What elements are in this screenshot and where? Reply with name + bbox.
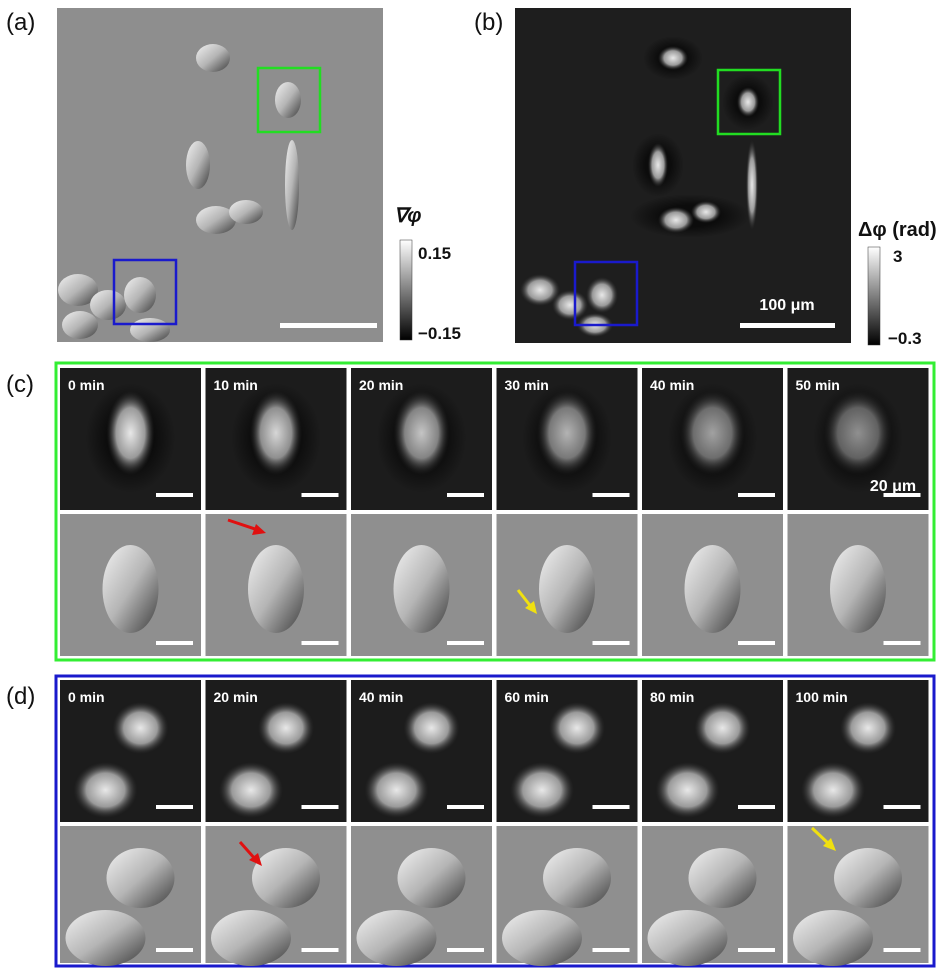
panel-label: (d): [6, 683, 35, 710]
scale-bar: [738, 805, 775, 809]
panel-label: (c): [6, 371, 34, 398]
cell: [258, 702, 314, 754]
cell: [689, 848, 757, 908]
colorbar-title: Δφ (rad): [858, 219, 937, 241]
time-label: 80 min: [650, 689, 694, 705]
scale-bar: [738, 948, 775, 952]
cell: [648, 910, 728, 966]
cell: [107, 848, 175, 908]
cell: [549, 702, 605, 754]
scale-bar: [156, 948, 193, 952]
scale-bar: [593, 948, 630, 952]
image-b: [515, 8, 851, 343]
cell: [685, 545, 741, 633]
cell: [252, 848, 320, 908]
cell: [357, 910, 437, 966]
cell: [502, 910, 582, 966]
scale-bar-label: 100 μm: [759, 297, 814, 314]
scale-bar: [156, 493, 193, 497]
scale-bar: [593, 493, 630, 497]
figure: (a) ∇φ 0.15 −0.15 (b) 100 μm Δφ (rad) 3: [0, 0, 947, 971]
cell: [539, 545, 595, 633]
scale-bar: [738, 641, 775, 645]
time-label: 20 min: [359, 377, 403, 393]
scale-bar: [884, 641, 921, 645]
time-label: 100 min: [796, 689, 848, 705]
scale-bar: [447, 948, 484, 952]
cell: [66, 910, 146, 966]
cell: [834, 848, 902, 908]
cell: [113, 702, 169, 754]
colorbar: [868, 247, 880, 345]
cell: [695, 702, 751, 754]
colorbar-min: −0.15: [418, 324, 461, 343]
colorbar-min: −0.3: [888, 329, 922, 348]
colorbar-max: 3: [893, 247, 902, 266]
cell: [394, 391, 450, 475]
panel-label: (b): [474, 9, 503, 36]
scale-bar: [884, 805, 921, 809]
colorbar-title: ∇φ: [394, 205, 421, 227]
cell: [211, 910, 291, 966]
cell: [840, 702, 896, 754]
cell: [394, 545, 450, 633]
scale-bar: [156, 641, 193, 645]
time-label: 0 min: [68, 689, 105, 705]
time-label: 0 min: [68, 377, 105, 393]
cell: [656, 762, 720, 818]
scale-bar: [447, 805, 484, 809]
cell: [537, 391, 597, 475]
cell: [801, 762, 865, 818]
time-label: 30 min: [505, 377, 549, 393]
cell: [543, 848, 611, 908]
cell: [248, 545, 304, 633]
cell: [793, 910, 873, 966]
scale-bar: [302, 641, 339, 645]
time-label: 20 min: [214, 689, 258, 705]
cell: [398, 848, 466, 908]
time-label: 40 min: [359, 689, 403, 705]
time-label: 10 min: [214, 377, 258, 393]
cell: [74, 762, 138, 818]
scale-bar: [884, 948, 921, 952]
cell: [510, 762, 574, 818]
colorbar-max: 0.15: [418, 244, 451, 263]
cell: [681, 391, 745, 475]
cell: [830, 545, 886, 633]
scale-bar: [302, 948, 339, 952]
cell: [824, 391, 892, 475]
scale-bar: [447, 493, 484, 497]
panel-label: (a): [6, 9, 35, 36]
scale-bar: [156, 805, 193, 809]
cell: [219, 762, 283, 818]
scale-bar: [593, 641, 630, 645]
time-label: 50 min: [796, 377, 840, 393]
cell: [103, 545, 159, 633]
cell: [250, 391, 302, 475]
scale-bar: [738, 493, 775, 497]
time-label: 60 min: [505, 689, 549, 705]
scale-bar-label: 20 μm: [870, 478, 916, 495]
scale-bar: [593, 805, 630, 809]
time-label: 40 min: [650, 377, 694, 393]
scale-bar: [447, 641, 484, 645]
cell: [404, 702, 460, 754]
image-a: [57, 8, 383, 342]
scale-bar: [302, 493, 339, 497]
cell: [365, 762, 429, 818]
scale-bar: [302, 805, 339, 809]
colorbar: [400, 240, 412, 340]
cell: [107, 391, 155, 475]
